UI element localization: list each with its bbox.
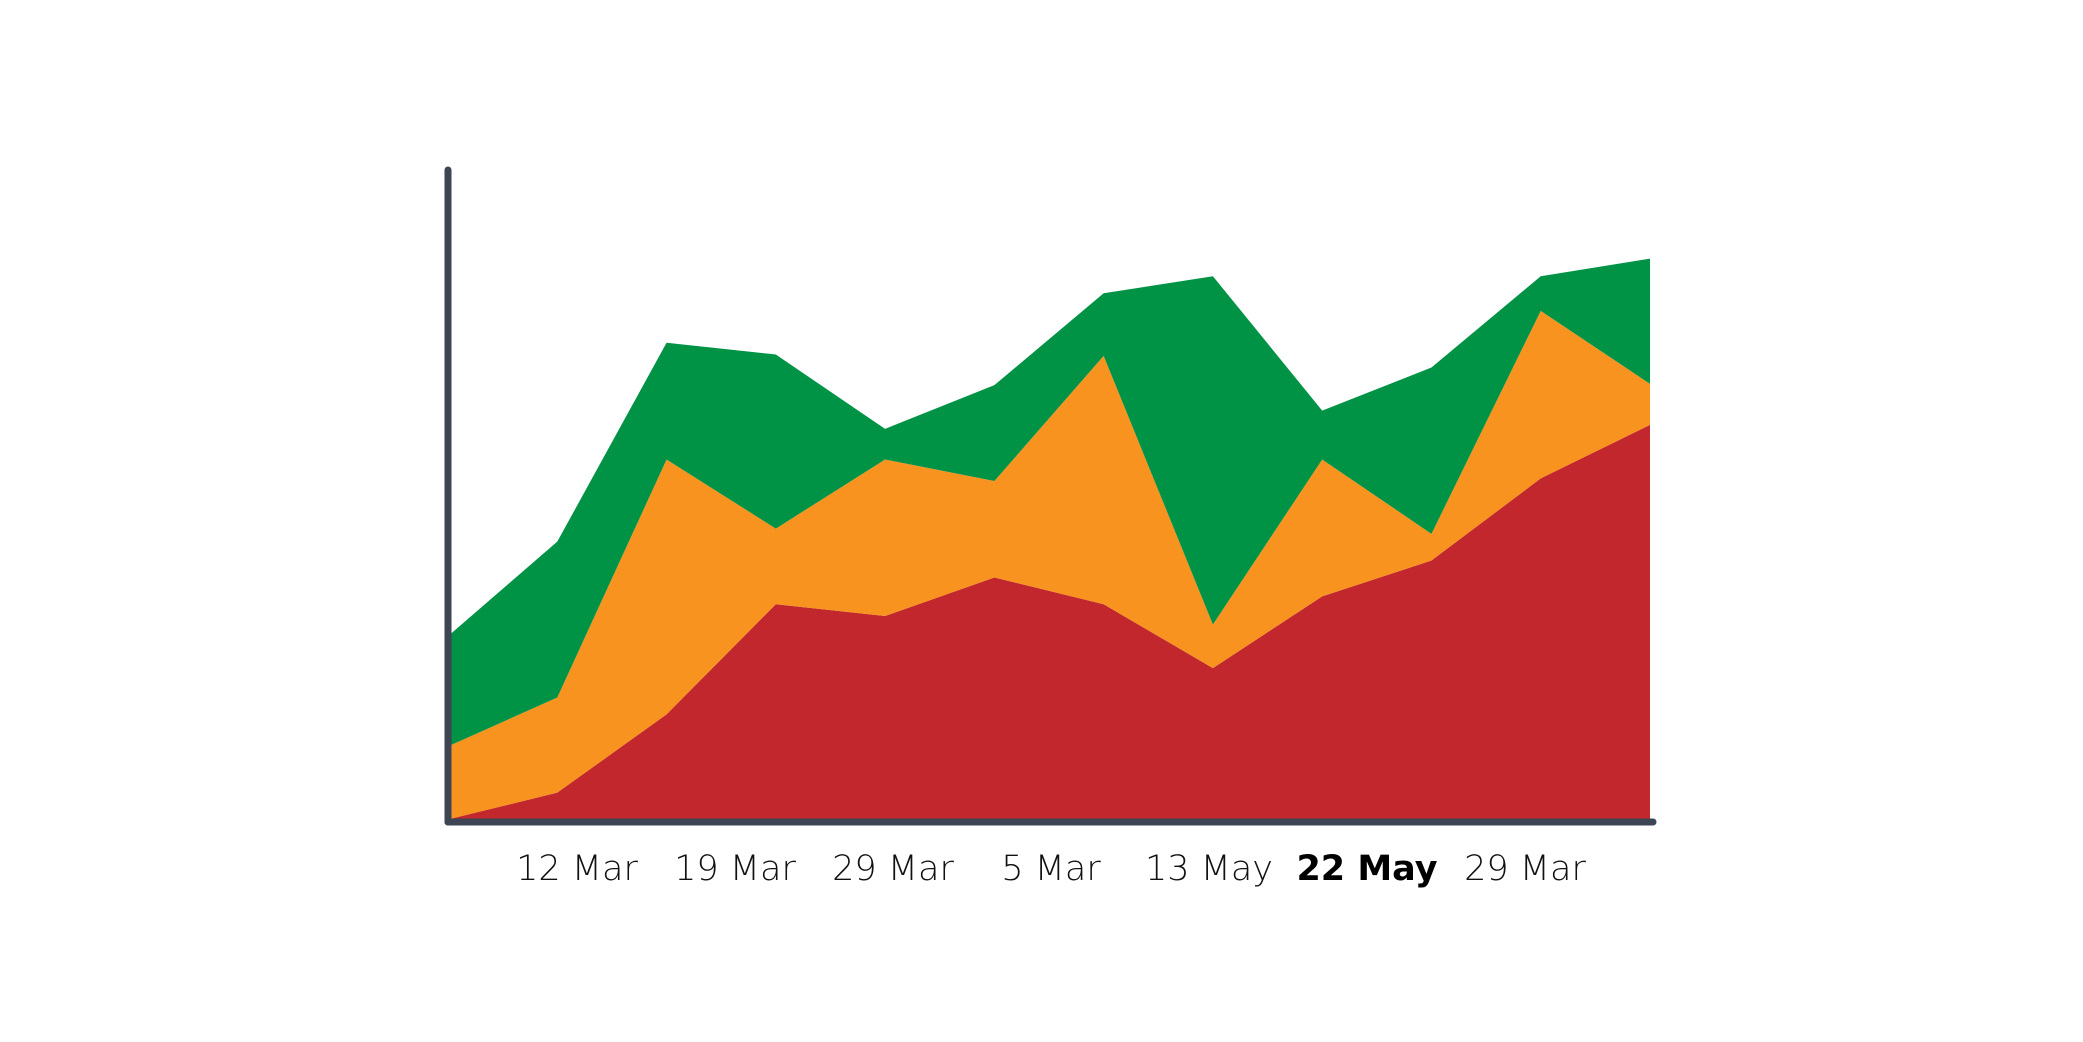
area	[448, 258, 1650, 747]
x-tick-label: 29 Mar	[1464, 849, 1586, 889]
area	[448, 424, 1650, 822]
x-tick-label: 19 Mar	[674, 849, 796, 889]
x-tick-label: 5 Mar	[1001, 849, 1101, 889]
x-tick-label: 29 Mar	[832, 849, 954, 889]
area	[448, 310, 1650, 820]
x-tick-label: 12 Mar	[516, 849, 638, 889]
x-tick-label: 13 May	[1145, 849, 1273, 889]
x-tick-label: 22 May	[1296, 849, 1437, 889]
